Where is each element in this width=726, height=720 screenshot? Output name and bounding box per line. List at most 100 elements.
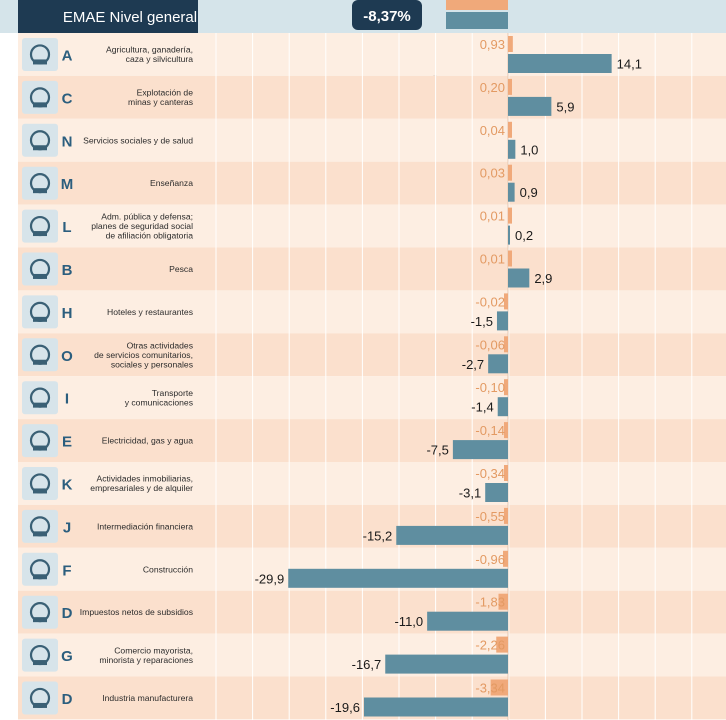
variation-bar [396, 525, 508, 545]
variation-bar [508, 139, 516, 159]
contribution-label: 0,04 [480, 123, 505, 138]
sector-label: Construcción [143, 564, 193, 574]
contribution-bar [504, 379, 508, 396]
sector-code: G [61, 648, 73, 665]
sector-label: de servicios comunitarios, [94, 350, 193, 360]
sector-code: O [61, 348, 73, 365]
variation-bar [497, 397, 508, 417]
category-labels: A Agricultura, ganadería,caza y silvicult… [22, 38, 193, 715]
contribution-label: 0,03 [480, 166, 505, 181]
contribution-label: 0,01 [480, 252, 505, 267]
variation-label: -19,6 [330, 700, 360, 715]
variation-bar [385, 654, 508, 674]
sector-code: I [65, 391, 69, 408]
health-icon [22, 123, 58, 157]
variation-label: -3,1 [459, 486, 481, 501]
finance-gears-icon [22, 509, 58, 543]
row-background [18, 118, 726, 162]
contribution-bar [508, 164, 512, 181]
header-contribution-bar [446, 0, 508, 10]
contribution-label: -0,96 [475, 552, 505, 567]
sector-label: de afiliación obligatoria [106, 231, 194, 241]
variation-bar [508, 96, 552, 116]
transport-icon [22, 381, 58, 415]
sector-code: E [62, 434, 72, 451]
fishing-boat-icon [22, 252, 58, 286]
sector-label: Agricultura, ganadería, [106, 45, 193, 55]
variation-bar [508, 54, 612, 73]
variation-label: 14,1 [617, 57, 642, 72]
row-background [18, 204, 726, 248]
chart-rows [18, 33, 726, 720]
variation-label: -29,9 [255, 571, 285, 586]
row-background [18, 590, 726, 634]
government-icon [22, 209, 58, 243]
sector-label: Impuestos netos de subsidios [80, 607, 193, 617]
variation-label: 0,9 [520, 185, 538, 200]
contribution-bar [503, 550, 508, 567]
sector-code: B [62, 262, 73, 279]
contribution-bar [504, 293, 508, 310]
contribution-bar [498, 593, 508, 610]
contribution-label: -0,10 [475, 380, 505, 395]
sector-label: Comercio mayorista, [114, 645, 193, 655]
total-value: -8,37% [363, 8, 411, 25]
contribution-label: -1,83 [475, 595, 505, 610]
contribution-label: 0,01 [480, 209, 505, 224]
row-background [18, 75, 726, 119]
sector-code: D [62, 691, 73, 708]
row-background [18, 161, 726, 205]
sector-label: Electricidad, gas y agua [102, 436, 193, 446]
sector-label: empresariales y de alquiler [90, 483, 193, 493]
variation-label: -1,5 [471, 314, 493, 329]
sector-label: Explotación de [137, 88, 194, 98]
contribution-label: -3,34 [475, 681, 505, 696]
row-background [18, 376, 726, 420]
factory-icon [22, 681, 58, 715]
sector-code: L [62, 219, 71, 236]
sector-label: minas y canteras [128, 97, 193, 107]
variation-label: -2,7 [462, 357, 484, 372]
construction-icon [22, 552, 58, 586]
taxes-icon [22, 595, 58, 629]
sector-code: J [63, 519, 71, 536]
row-background [18, 290, 726, 334]
sector-label: Servicios sociales y de salud [83, 135, 193, 145]
variation-bar [288, 568, 508, 588]
chart-bars: 0,93 14,1 0,20 5,9 0,04 1,0 0,03 0,9 0,01 0,2 0,01… [255, 36, 642, 717]
contribution-bar [496, 636, 508, 653]
row-background [18, 633, 726, 677]
sector-label: Actividades inmobiliarias, [97, 474, 193, 484]
sector-code: D [62, 605, 73, 622]
contribution-label: -0,02 [475, 294, 505, 309]
contribution-bar [508, 207, 512, 224]
row-background [18, 247, 726, 291]
header-title-box [18, 0, 198, 33]
utilities-icon [22, 424, 58, 458]
variation-label: -7,5 [426, 443, 448, 458]
contribution-bar [504, 422, 508, 439]
contribution-label: -2,26 [475, 638, 505, 653]
contribution-label: 0,20 [480, 80, 505, 95]
variation-label: -16,7 [352, 657, 382, 672]
variation-bar [452, 440, 508, 460]
tractor-icon [22, 38, 58, 71]
variation-label: 1,0 [520, 142, 538, 157]
row-background [18, 419, 726, 462]
variation-label: -15,2 [363, 528, 393, 543]
school-icon [22, 166, 58, 200]
variation-label: 2,9 [534, 271, 552, 286]
sector-label: Hoteles y restaurantes [107, 307, 193, 317]
sector-label: minorista y reparaciones [99, 655, 193, 665]
sector-label: Enseñanza [150, 178, 193, 188]
variation-bar [508, 182, 515, 202]
contribution-bar [504, 465, 508, 481]
sector-label: Industria manufacturera [102, 693, 193, 703]
sector-label: Adm. pública y defensa; [101, 212, 193, 222]
sector-label: y comunicaciones [125, 397, 193, 407]
contribution-label: -0,55 [475, 509, 505, 524]
sector-code: K [62, 476, 73, 493]
contribution-bar [508, 121, 512, 138]
variation-bar [485, 483, 508, 502]
